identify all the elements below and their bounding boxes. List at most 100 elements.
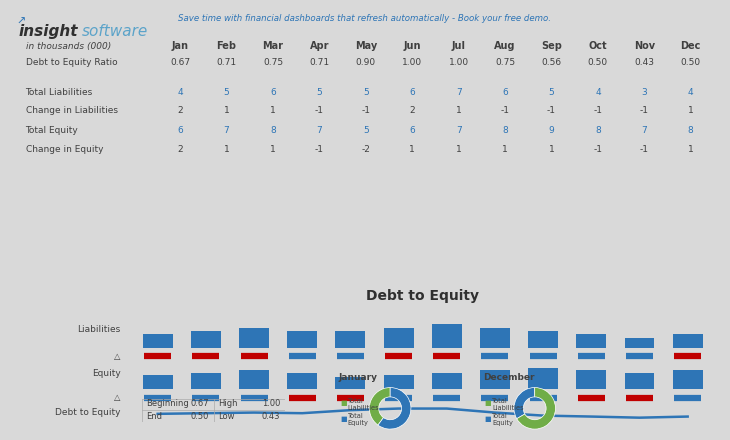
Bar [529, 331, 558, 348]
Text: Aug: Aug [494, 41, 516, 51]
Bar [239, 328, 269, 348]
Bar [239, 370, 269, 389]
Text: 5: 5 [363, 88, 369, 97]
Bar [191, 331, 220, 348]
Text: -1: -1 [547, 106, 556, 115]
Text: 5: 5 [317, 88, 322, 97]
Text: 0.43: 0.43 [262, 412, 280, 421]
Text: January: January [339, 374, 377, 382]
Text: 1: 1 [456, 145, 461, 154]
Text: -2: -2 [361, 145, 370, 154]
Text: Mar: Mar [263, 41, 283, 51]
Text: 1: 1 [223, 106, 229, 115]
Text: Sep: Sep [541, 41, 562, 51]
Text: 8: 8 [688, 126, 694, 135]
Text: 0.67: 0.67 [170, 58, 191, 67]
Text: 0.50: 0.50 [588, 58, 608, 67]
Text: 5: 5 [223, 88, 229, 97]
Text: 2: 2 [177, 145, 183, 154]
Text: △: △ [114, 393, 120, 402]
Text: 7: 7 [456, 88, 461, 97]
Text: 6: 6 [177, 126, 183, 135]
Text: 1: 1 [270, 106, 276, 115]
Text: 8: 8 [595, 126, 601, 135]
Text: software: software [82, 24, 148, 39]
Text: 1: 1 [549, 145, 554, 154]
Text: May: May [355, 41, 377, 51]
Text: -1: -1 [315, 106, 324, 115]
Text: Total Liabilities: Total Liabilities [26, 88, 93, 97]
Text: Debt to Equity Ratio: Debt to Equity Ratio [26, 58, 118, 67]
Text: -1: -1 [315, 145, 324, 154]
Text: 1.00: 1.00 [262, 399, 280, 408]
Text: 1.00: 1.00 [402, 58, 422, 67]
Bar [191, 373, 220, 389]
Text: ■: ■ [340, 400, 347, 407]
Text: 2: 2 [177, 106, 183, 115]
Text: Change in Liabilities: Change in Liabilities [26, 106, 118, 115]
Text: -1: -1 [593, 145, 602, 154]
Bar [384, 375, 413, 389]
Text: 5: 5 [549, 88, 554, 97]
Bar [577, 334, 606, 348]
Text: 6: 6 [270, 88, 276, 97]
Text: 1.00: 1.00 [449, 58, 469, 67]
Text: Jun: Jun [404, 41, 421, 51]
Text: 6: 6 [410, 126, 415, 135]
Bar [625, 337, 654, 348]
Text: 0.71: 0.71 [310, 58, 329, 67]
Text: 8: 8 [502, 126, 508, 135]
Text: 1: 1 [502, 145, 508, 154]
Text: 7: 7 [642, 126, 648, 135]
Bar [673, 334, 702, 348]
Text: 8: 8 [270, 126, 276, 135]
Text: 2: 2 [410, 106, 415, 115]
Text: ■: ■ [485, 416, 491, 422]
Bar [288, 331, 317, 348]
Text: 1: 1 [688, 145, 694, 154]
Bar [336, 378, 365, 389]
Bar [336, 331, 365, 348]
Text: Save time with financial dashboards that refresh automatically - Book your free : Save time with financial dashboards that… [179, 14, 551, 23]
Bar [432, 373, 461, 389]
Text: 9: 9 [549, 126, 554, 135]
Bar [432, 324, 461, 348]
Text: -1: -1 [639, 106, 649, 115]
Wedge shape [369, 388, 390, 425]
Text: 1: 1 [270, 145, 276, 154]
Text: Oct: Oct [588, 41, 607, 51]
Bar [143, 375, 172, 389]
Text: Equity: Equity [92, 369, 120, 378]
Bar [625, 373, 654, 389]
Text: 0.90: 0.90 [356, 58, 376, 67]
Text: 6: 6 [502, 88, 508, 97]
Text: ■: ■ [485, 400, 491, 407]
Bar [480, 328, 510, 348]
Text: △: △ [114, 352, 120, 361]
Text: Jul: Jul [452, 41, 466, 51]
Bar [529, 368, 558, 389]
Bar [288, 373, 317, 389]
Text: 6: 6 [410, 88, 415, 97]
Text: Total Equity: Total Equity [26, 126, 78, 135]
Wedge shape [517, 388, 556, 429]
Text: 1: 1 [456, 106, 461, 115]
Text: 0.75: 0.75 [495, 58, 515, 67]
Text: in thousands (000): in thousands (000) [26, 42, 111, 51]
Text: Liabilities: Liabilities [77, 325, 120, 334]
Text: Feb: Feb [217, 41, 237, 51]
Text: 0.50: 0.50 [191, 412, 210, 421]
Text: 7: 7 [223, 126, 229, 135]
Bar [143, 334, 172, 348]
Text: 0.75: 0.75 [263, 58, 283, 67]
Text: ■: ■ [340, 416, 347, 422]
Text: Change in Equity: Change in Equity [26, 145, 103, 154]
Text: 4: 4 [595, 88, 601, 97]
Text: 0.43: 0.43 [634, 58, 654, 67]
Text: Low: Low [218, 412, 234, 421]
Text: Total
Liabilities: Total Liabilities [347, 398, 379, 411]
Text: -1: -1 [361, 106, 370, 115]
Text: Debt to Equity: Debt to Equity [366, 289, 479, 303]
Text: Beginning: Beginning [147, 399, 189, 408]
Text: 7: 7 [456, 126, 461, 135]
